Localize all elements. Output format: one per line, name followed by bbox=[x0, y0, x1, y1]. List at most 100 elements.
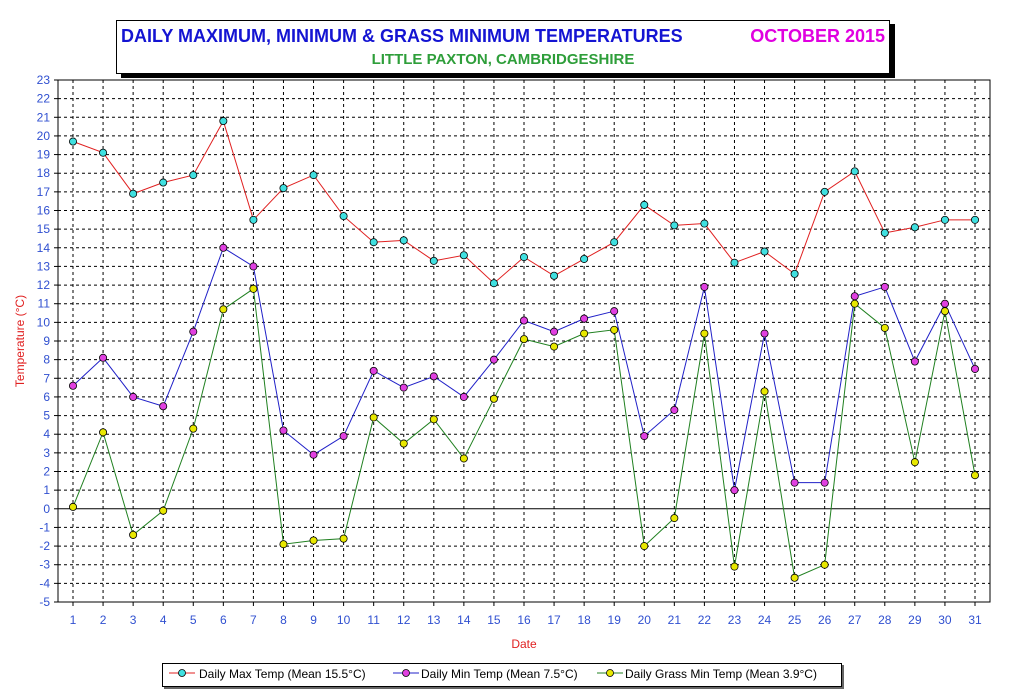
y-tick-label: 11 bbox=[38, 297, 51, 311]
x-tick-label: 8 bbox=[280, 613, 287, 627]
data-point-max bbox=[640, 200, 649, 209]
y-tick-label: 3 bbox=[43, 446, 50, 460]
data-point-min bbox=[971, 364, 980, 373]
data-point-min bbox=[129, 392, 138, 401]
y-tick-label: 1 bbox=[43, 483, 50, 497]
y-tick-label: 4 bbox=[43, 427, 50, 441]
data-point-grass bbox=[249, 284, 258, 293]
data-point-grass bbox=[369, 413, 378, 422]
data-point-grass bbox=[850, 299, 859, 308]
data-point-min bbox=[700, 282, 709, 291]
data-point-max bbox=[550, 271, 559, 280]
data-point-max bbox=[700, 219, 709, 228]
data-point-max bbox=[369, 238, 378, 247]
y-tick-label: 19 bbox=[37, 148, 51, 162]
data-point-grass bbox=[489, 394, 498, 403]
data-point-min bbox=[820, 478, 829, 487]
data-point-max bbox=[520, 253, 529, 262]
chart-title-box: DAILY MAXIMUM, MINIMUM & GRASS MINIMUM T… bbox=[116, 20, 890, 74]
data-point-grass bbox=[971, 471, 980, 480]
data-point-min bbox=[369, 366, 378, 375]
data-point-max bbox=[189, 171, 198, 180]
data-point-min bbox=[189, 327, 198, 336]
y-tick-label: 21 bbox=[37, 110, 51, 124]
data-point-grass bbox=[640, 542, 649, 551]
data-point-min bbox=[940, 299, 949, 308]
y-tick-label: 22 bbox=[37, 92, 51, 106]
x-tick-label: 31 bbox=[968, 613, 982, 627]
data-point-min bbox=[640, 432, 649, 441]
data-point-grass bbox=[760, 387, 769, 396]
data-point-max bbox=[249, 215, 258, 224]
y-tick-label: -3 bbox=[39, 558, 50, 572]
data-point-max bbox=[730, 258, 739, 267]
data-point-min bbox=[279, 426, 288, 435]
data-point-grass bbox=[790, 573, 799, 582]
data-point-min bbox=[520, 316, 529, 325]
data-point-grass bbox=[910, 458, 919, 467]
x-tick-label: 3 bbox=[130, 613, 137, 627]
data-point-grass bbox=[339, 534, 348, 543]
x-tick-label: 6 bbox=[220, 613, 227, 627]
y-tick-label: 14 bbox=[37, 241, 51, 255]
legend-item-min: Daily Min Temp (Mean 7.5°C) bbox=[421, 667, 578, 681]
data-point-grass bbox=[610, 325, 619, 334]
data-point-min bbox=[69, 381, 78, 390]
data-point-max bbox=[399, 236, 408, 245]
x-tick-label: 15 bbox=[487, 613, 501, 627]
data-point-grass bbox=[820, 560, 829, 569]
x-tick-label: 23 bbox=[728, 613, 742, 627]
y-tick-label: -1 bbox=[39, 520, 50, 534]
data-point-grass bbox=[159, 506, 168, 515]
chart-subtitle: LITTLE PAXTON, CAMBRIDGESHIRE bbox=[371, 51, 635, 68]
data-point-min bbox=[850, 292, 859, 301]
data-point-grass bbox=[730, 562, 739, 571]
data-point-grass bbox=[459, 454, 468, 463]
x-tick-label: 9 bbox=[310, 613, 317, 627]
data-point-min bbox=[339, 432, 348, 441]
data-point-max bbox=[880, 228, 889, 237]
y-tick-label: 16 bbox=[37, 204, 51, 218]
y-tick-label: -2 bbox=[39, 539, 50, 553]
chart-period: OCTOBER 2015 bbox=[750, 26, 885, 46]
data-point-max bbox=[790, 269, 799, 278]
data-point-min bbox=[489, 355, 498, 364]
chart-title: DAILY MAXIMUM, MINIMUM & GRASS MINIMUM T… bbox=[121, 26, 683, 46]
x-tick-label: 4 bbox=[160, 613, 167, 627]
data-point-grass bbox=[69, 502, 78, 511]
data-point-min bbox=[459, 392, 468, 401]
data-point-min bbox=[550, 327, 559, 336]
x-tick-label: 13 bbox=[427, 613, 441, 627]
data-point-min bbox=[790, 478, 799, 487]
data-point-min bbox=[159, 402, 168, 411]
grid bbox=[58, 80, 990, 602]
data-point-max bbox=[489, 279, 498, 288]
x-tick-label: 2 bbox=[100, 613, 107, 627]
data-point-grass bbox=[399, 439, 408, 448]
x-tick-label: 16 bbox=[517, 613, 531, 627]
legend-min-symbol bbox=[393, 669, 419, 677]
data-point-min bbox=[880, 282, 889, 291]
plot-frame bbox=[57, 79, 991, 603]
y-tick-label: 13 bbox=[37, 259, 51, 273]
x-tick-label: 29 bbox=[908, 613, 922, 627]
data-point-min bbox=[429, 372, 438, 381]
legend-item-max: Daily Max Temp (Mean 15.5°C) bbox=[199, 667, 366, 681]
y-tick-labels: -5-4-3-2-1012345678910111213141516171819… bbox=[37, 73, 51, 609]
data-point-max bbox=[850, 167, 859, 176]
x-tick-label: 18 bbox=[577, 613, 591, 627]
data-point-grass bbox=[880, 323, 889, 332]
y-tick-label: 20 bbox=[37, 129, 51, 143]
y-tick-label: 23 bbox=[37, 73, 51, 87]
data-point-grass bbox=[700, 329, 709, 338]
y-axis-label: Temperature (°C) bbox=[13, 295, 27, 387]
series bbox=[69, 117, 980, 582]
y-tick-label: 7 bbox=[43, 371, 50, 385]
data-point-max bbox=[99, 148, 108, 157]
data-point-min bbox=[99, 353, 108, 362]
y-tick-label: 8 bbox=[43, 353, 50, 367]
x-tick-label: 10 bbox=[337, 613, 351, 627]
data-point-max bbox=[69, 137, 78, 146]
data-point-min bbox=[249, 262, 258, 271]
x-tick-label: 21 bbox=[668, 613, 682, 627]
